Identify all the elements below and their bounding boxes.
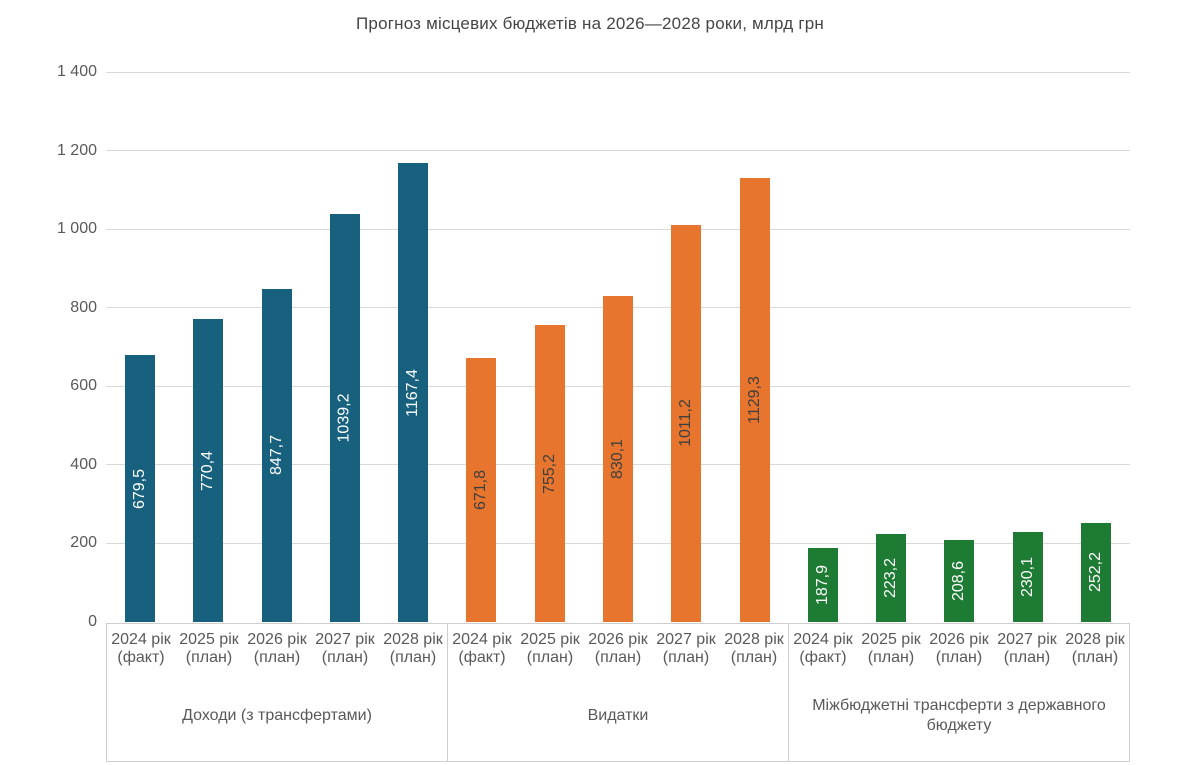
bar: 208,6 xyxy=(944,540,975,622)
category-year-label: 2024 рік (факт) xyxy=(111,631,171,667)
y-axis-tick-label: 0 xyxy=(88,613,97,630)
bar: 1039,2 xyxy=(329,213,360,622)
category-group: 2024 рік (факт) 2025 рік (план) 2026 рік (… xyxy=(788,624,1129,761)
bar: 187,9 xyxy=(807,548,838,622)
bar: 1011,2 xyxy=(671,224,702,622)
bar: 252,2 xyxy=(1080,522,1111,622)
y-axis-tick-label: 1 400 xyxy=(56,63,97,80)
y-axis-tick-label: 1 200 xyxy=(56,141,97,159)
gridline xyxy=(106,228,1130,230)
bar: 1167,4 xyxy=(398,163,429,622)
bar-value-label: 1167,4 xyxy=(404,368,422,417)
bar: 671,8 xyxy=(466,358,497,622)
chart-title: Прогноз місцевих бюджетів на 2026—2028 р… xyxy=(356,14,824,33)
bar: 755,2 xyxy=(534,325,565,622)
gridline xyxy=(106,71,1130,73)
category-axis: 2024 рік (факт) 2025 рік (план) 2026 рік (… xyxy=(106,623,1130,762)
bar-value-label: 671,8 xyxy=(472,470,490,511)
group-name-label: Доходи (з трансфертами) xyxy=(182,706,372,724)
bar-value-label: 755,2 xyxy=(540,453,558,494)
bar: 847,7 xyxy=(261,288,292,622)
bar-value-label: 223,2 xyxy=(882,558,900,599)
y-axis-tick-label: 600 xyxy=(70,377,97,395)
bar-value-label: 679,5 xyxy=(131,468,149,509)
category-year-label: 2026 рік (план) xyxy=(588,631,648,667)
bar-value-label: 187,9 xyxy=(813,565,831,606)
category-year-label: 2025 рік (план) xyxy=(179,631,239,667)
bar: 223,2 xyxy=(876,534,907,622)
bar-value-label: 770,4 xyxy=(199,450,217,491)
category-year-label: 2025 рік (план) xyxy=(520,631,580,667)
group-name-label: Видатки xyxy=(587,706,649,724)
gridline xyxy=(106,150,1130,152)
category-group: 2024 рік (факт) 2025 рік (план) 2026 рік (… xyxy=(107,624,447,761)
bar-value-label: 1129,3 xyxy=(745,376,763,425)
bar-value-label: 230,1 xyxy=(1018,556,1036,597)
bar-value-label: 830,1 xyxy=(609,438,627,479)
category-year-label: 2026 рік (план) xyxy=(929,631,989,667)
bar-value-label: 1011,2 xyxy=(677,399,695,448)
bar: 230,1 xyxy=(1012,531,1043,622)
category-year-label: 2028 рік (план) xyxy=(724,631,784,667)
y-axis-tick-label: 800 xyxy=(70,298,97,316)
bar-value-label: 252,2 xyxy=(1086,552,1104,593)
bar: 1129,3 xyxy=(739,178,770,622)
bar-value-label: 208,6 xyxy=(950,560,968,602)
category-year-label: 2028 рік (план) xyxy=(383,631,443,667)
y-axis-tick-label: 200 xyxy=(70,534,97,552)
y-axis-tick-label: 1 000 xyxy=(56,220,97,238)
bar: 679,5 xyxy=(125,355,156,622)
category-year-label: 2028 рік (план) xyxy=(1065,631,1125,667)
category-year-label: 2027 рік (план) xyxy=(315,631,375,667)
bar-value-label: 847,7 xyxy=(267,435,285,476)
category-year-label: 2024 рік (факт) xyxy=(452,631,512,667)
y-axis-tick-label: 400 xyxy=(70,455,97,473)
category-group: 2024 рік (факт) 2025 рік (план) 2026 рік (… xyxy=(447,624,788,761)
bar-value-label: 1039,2 xyxy=(335,393,353,443)
category-year-label: 2024 рік (факт) xyxy=(793,631,853,667)
group-name-label: Міжбюджетні трансферти з державного бюдж… xyxy=(812,696,1106,735)
bar: 830,1 xyxy=(603,295,633,622)
category-year-label: 2026 рік (план) xyxy=(247,631,307,667)
category-year-label: 2027 рік (план) xyxy=(997,631,1057,667)
bar: 770,4 xyxy=(193,319,224,622)
category-year-label: 2025 рік (план) xyxy=(861,631,921,667)
category-year-label: 2027 рік (план) xyxy=(656,631,716,667)
